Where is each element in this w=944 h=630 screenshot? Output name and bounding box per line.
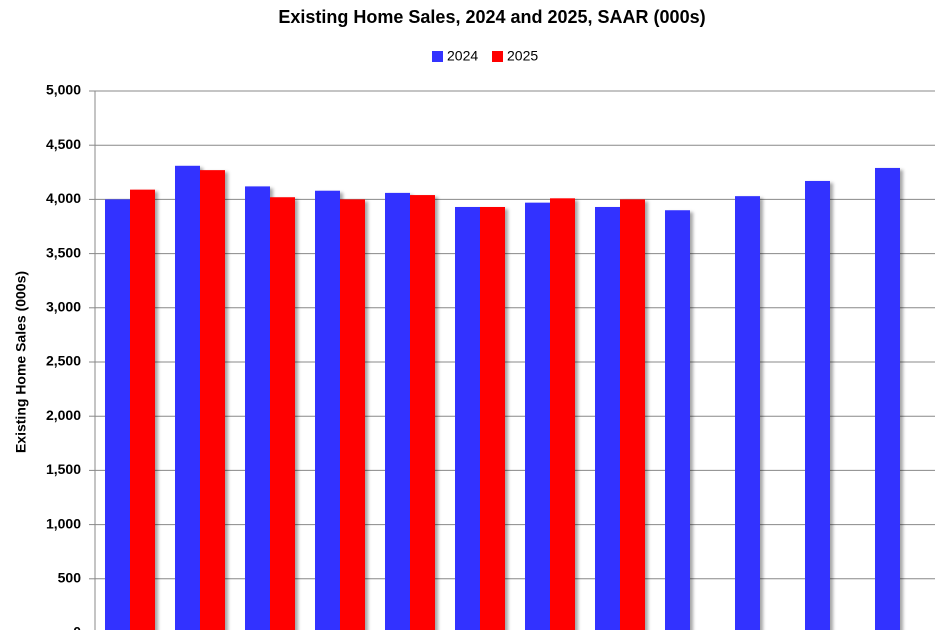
bar xyxy=(315,190,340,630)
bar xyxy=(175,165,200,630)
legend-swatch xyxy=(432,51,443,62)
y-tick-label: 0 xyxy=(73,624,81,630)
bar xyxy=(200,170,225,630)
y-tick-label: 3,500 xyxy=(46,244,81,260)
bar xyxy=(875,167,900,630)
bar xyxy=(735,196,760,630)
bar xyxy=(385,192,410,630)
y-tick-label: 1,000 xyxy=(46,515,81,531)
chart-title: Existing Home Sales, 2024 and 2025, SAAR… xyxy=(278,7,705,27)
y-tick-label: 1,500 xyxy=(46,461,81,477)
legend-label: 2025 xyxy=(507,48,538,64)
legend-swatch xyxy=(492,51,503,62)
bar xyxy=(805,180,830,630)
y-tick-label: 2,500 xyxy=(46,353,81,369)
y-tick-label: 500 xyxy=(58,570,82,586)
bar xyxy=(455,206,480,630)
bar xyxy=(340,199,365,630)
y-tick-label: 4,000 xyxy=(46,190,81,206)
bar xyxy=(665,210,690,630)
bar xyxy=(550,198,575,630)
y-tick-label: 2,000 xyxy=(46,407,81,423)
legend-label: 2024 xyxy=(447,48,478,64)
bar xyxy=(480,206,505,630)
bar xyxy=(410,195,435,630)
bar xyxy=(620,199,645,630)
bar xyxy=(595,206,620,630)
bar xyxy=(525,202,550,630)
y-tick-label: 5,000 xyxy=(46,82,81,98)
y-tick-label: 4,500 xyxy=(46,136,81,152)
bar xyxy=(245,186,270,630)
bar xyxy=(270,197,295,630)
y-tick-label: 3,000 xyxy=(46,299,81,315)
y-axis-title: Existing Home Sales (000s) xyxy=(13,271,29,453)
bar xyxy=(105,199,130,630)
bar xyxy=(130,189,155,630)
